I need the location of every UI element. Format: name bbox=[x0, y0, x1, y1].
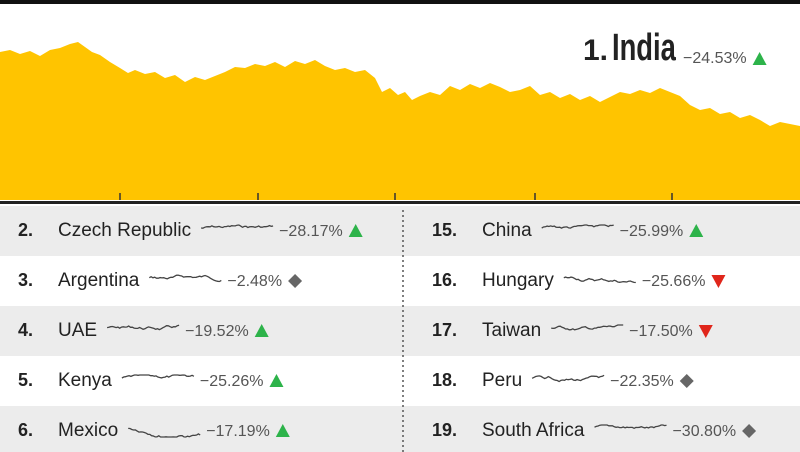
trend-flat-icon bbox=[742, 424, 757, 438]
trend-down-icon bbox=[711, 275, 726, 288]
change: −17.50% bbox=[629, 323, 693, 340]
ranking-row: 15. China −25.99% bbox=[432, 220, 704, 241]
trend-up-icon bbox=[254, 324, 269, 337]
change: −28.17% bbox=[279, 223, 343, 240]
rank: 6. bbox=[18, 420, 33, 440]
leader-change: −24.53% bbox=[683, 50, 747, 67]
change: −25.99% bbox=[620, 223, 684, 240]
leader-rank: 1. bbox=[583, 34, 608, 67]
country-name: Hungary bbox=[482, 270, 554, 291]
change: −19.52% bbox=[185, 323, 249, 340]
rank: 2. bbox=[18, 220, 33, 240]
sparkline bbox=[128, 427, 201, 438]
sparkline bbox=[531, 374, 605, 383]
ranking-row: 16. Hungary −25.66% bbox=[432, 270, 726, 291]
trend-flat-icon bbox=[288, 274, 303, 288]
trend-up-icon bbox=[269, 374, 284, 387]
row-stripe bbox=[0, 206, 800, 256]
rows: 2. Czech Republic −28.17% 3. Argentina −2.48%… bbox=[0, 206, 800, 452]
ranking-row: 4. UAE −19.52% bbox=[18, 320, 269, 341]
sparkline bbox=[201, 224, 274, 229]
row-stripe bbox=[0, 406, 800, 452]
country-name: Argentina bbox=[58, 270, 140, 291]
change: −22.35% bbox=[610, 373, 674, 390]
trend-up-icon bbox=[348, 224, 363, 237]
rank: 19. bbox=[432, 420, 457, 440]
ranking-row: 18. Peru −22.35% bbox=[432, 370, 694, 391]
country-name: Peru bbox=[482, 370, 522, 391]
trend-up-icon bbox=[689, 224, 704, 237]
ranking-row: 17. Taiwan −17.50% bbox=[432, 320, 713, 341]
country-name: Kenya bbox=[58, 370, 112, 391]
country-name: UAE bbox=[58, 320, 97, 341]
rank: 3. bbox=[18, 270, 33, 290]
top-rule bbox=[0, 0, 800, 4]
trend-up-icon bbox=[275, 424, 290, 437]
country-name: South Africa bbox=[482, 420, 585, 441]
rank: 4. bbox=[18, 320, 33, 340]
sparkline bbox=[594, 424, 667, 430]
country-name: China bbox=[482, 220, 532, 241]
rank: 18. bbox=[432, 370, 457, 390]
ranking-row: 3. Argentina −2.48% bbox=[18, 270, 303, 291]
trend-down-icon bbox=[698, 325, 713, 338]
ranking-row: 5. Kenya −25.26% bbox=[18, 370, 284, 391]
ranking-row: 2. Czech Republic −28.17% bbox=[18, 220, 363, 241]
change: −30.80% bbox=[672, 423, 736, 440]
sparkline bbox=[148, 274, 222, 283]
country-name: Czech Republic bbox=[58, 220, 191, 241]
rank: 16. bbox=[432, 270, 457, 290]
trend-up-icon bbox=[752, 52, 767, 65]
change: −2.48% bbox=[227, 273, 282, 290]
trend-flat-icon bbox=[679, 374, 694, 388]
sparkline bbox=[106, 324, 180, 331]
leader-name: India bbox=[612, 27, 676, 69]
change: −25.26% bbox=[200, 373, 264, 390]
sparkline bbox=[121, 374, 195, 379]
change: −25.66% bbox=[642, 273, 706, 290]
sparkline bbox=[541, 224, 614, 229]
country-name: Mexico bbox=[58, 420, 118, 441]
rank: 17. bbox=[432, 320, 457, 340]
ranking-row: 19. South Africa −30.80% bbox=[432, 420, 757, 441]
sparkline bbox=[551, 324, 624, 331]
india-area-chart bbox=[0, 42, 800, 200]
row-stripe bbox=[0, 306, 800, 356]
rank: 5. bbox=[18, 370, 33, 390]
rank: 15. bbox=[432, 220, 457, 240]
ranking-row: 6. Mexico −17.19% bbox=[18, 420, 290, 441]
chart-base-rule bbox=[0, 201, 800, 204]
time-ticks bbox=[119, 193, 673, 200]
country-name: Taiwan bbox=[482, 320, 541, 341]
sparkline bbox=[563, 276, 636, 284]
change: −17.19% bbox=[206, 423, 270, 440]
